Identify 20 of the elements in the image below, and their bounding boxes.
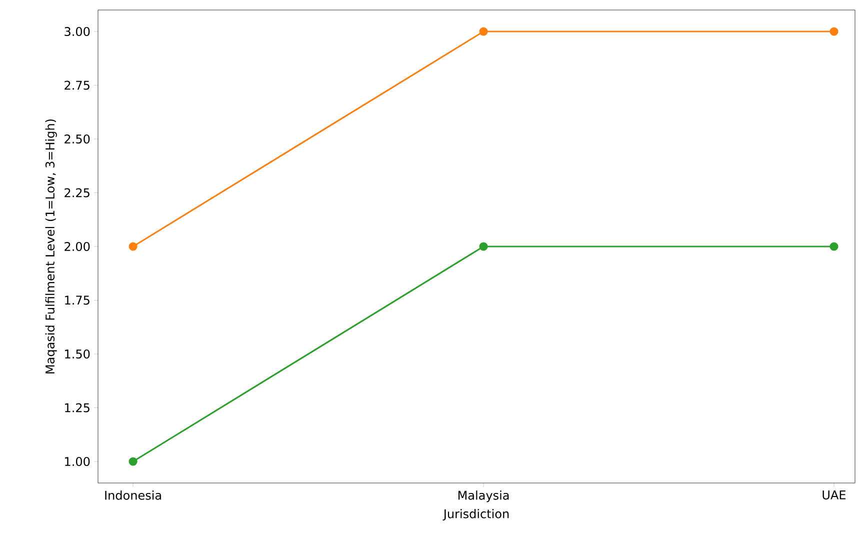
y-tick-label: 2.50 (64, 134, 90, 144)
x-tick-label: Indonesia (105, 490, 161, 500)
point (830, 242, 838, 251)
y-tick-label: 2.00 (64, 242, 90, 252)
y-tick-label: 1.50 (65, 349, 90, 359)
x-tick-label: Malaysia (458, 490, 509, 502)
y-tick-label: 2.25 (64, 188, 90, 198)
point (479, 27, 488, 36)
x-axis-title: Jurisdiction (442, 509, 509, 521)
point (479, 242, 488, 251)
y-tick-label: 3.00 (64, 26, 90, 36)
y-tick-label: 2.75 (64, 80, 90, 90)
point (128, 242, 138, 251)
y-tick-label: 1.25 (65, 403, 90, 412)
point (830, 27, 838, 36)
y-tick-label: 1.00 (65, 456, 90, 466)
point (128, 457, 138, 466)
y-tick-label: 1.75 (65, 296, 90, 305)
x-tick-label: UAE (822, 490, 846, 500)
y-axis-title: Maqasid Fulfilment Level (1=Low, 3=High) (45, 119, 57, 374)
